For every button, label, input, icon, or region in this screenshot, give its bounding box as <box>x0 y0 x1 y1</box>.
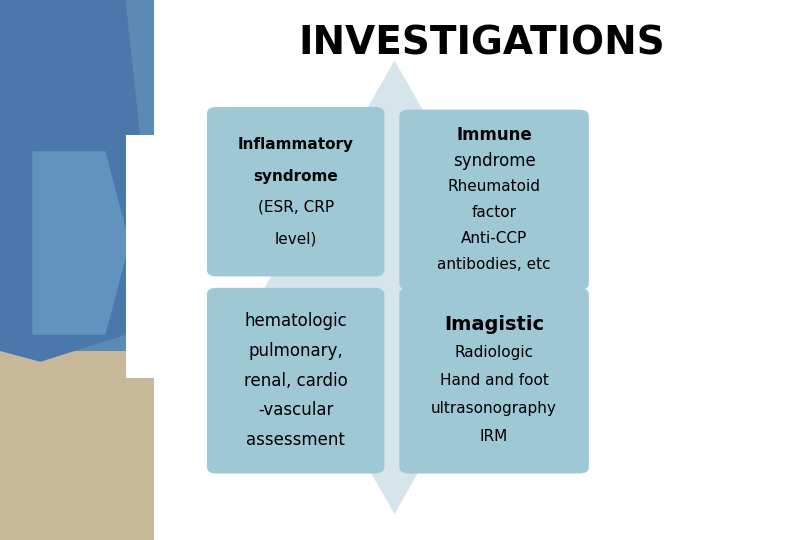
Polygon shape <box>0 0 154 351</box>
FancyBboxPatch shape <box>399 110 589 290</box>
Text: pulmonary,: pulmonary, <box>249 342 343 360</box>
FancyBboxPatch shape <box>399 288 589 474</box>
Text: hematologic: hematologic <box>245 312 347 330</box>
Text: assessment: assessment <box>246 431 345 449</box>
Text: syndrome: syndrome <box>453 152 535 170</box>
Bar <box>126 135 158 378</box>
Polygon shape <box>32 151 130 335</box>
Text: level): level) <box>275 231 317 246</box>
Text: Anti-CCP: Anti-CCP <box>461 231 527 246</box>
Text: Immune: Immune <box>456 126 532 144</box>
Text: Rheumatoid: Rheumatoid <box>448 179 540 194</box>
Text: antibodies, etc: antibodies, etc <box>437 257 551 272</box>
Text: Hand and foot: Hand and foot <box>440 373 548 388</box>
Polygon shape <box>0 0 146 362</box>
Text: Inflammatory: Inflammatory <box>237 137 354 152</box>
Text: IRM: IRM <box>480 429 508 444</box>
Text: factor: factor <box>471 205 517 220</box>
Text: Imagistic: Imagistic <box>444 315 544 334</box>
Polygon shape <box>265 60 524 514</box>
Text: syndrome: syndrome <box>254 168 338 184</box>
Text: ultrasonography: ultrasonography <box>431 401 557 416</box>
Text: (ESR, CRP: (ESR, CRP <box>258 200 334 215</box>
Polygon shape <box>0 351 154 540</box>
Text: INVESTIGATIONS: INVESTIGATIONS <box>299 24 665 62</box>
Text: Radiologic: Radiologic <box>454 345 534 360</box>
FancyBboxPatch shape <box>207 107 384 276</box>
Text: renal, cardio: renal, cardio <box>244 372 347 390</box>
Text: -vascular: -vascular <box>258 401 334 420</box>
FancyBboxPatch shape <box>207 288 384 474</box>
